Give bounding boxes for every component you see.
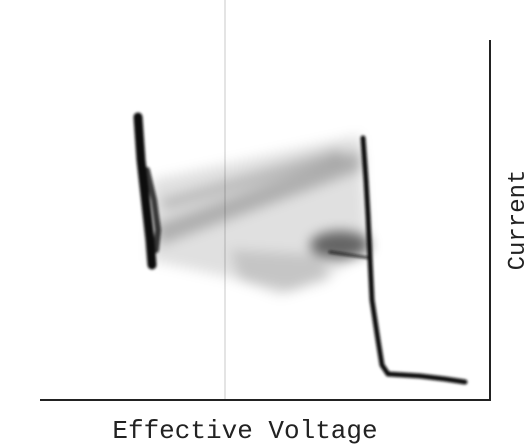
x-axis-label: Effective Voltage (112, 416, 377, 445)
y-axis-label: Current (505, 170, 530, 271)
figure: Effective Voltage Current (0, 0, 530, 445)
